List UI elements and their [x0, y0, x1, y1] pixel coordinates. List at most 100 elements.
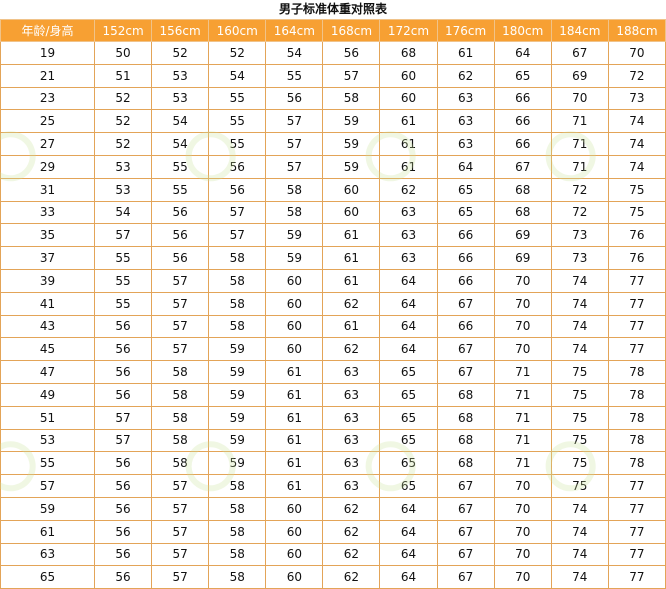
weight-cell: 64 [379, 519, 438, 544]
weight-cell: 70 [493, 542, 552, 567]
weight-cell: 60 [265, 496, 324, 521]
column-header-height: 172cm [379, 19, 438, 42]
column-header-height: 180cm [493, 19, 552, 42]
weight-cell: 55 [93, 268, 153, 293]
weight-cell: 61 [265, 474, 324, 498]
weight-cell: 74 [550, 291, 609, 316]
weight-cell: 61 [265, 451, 324, 476]
weight-cell: 77 [607, 519, 666, 544]
weight-cell: 60 [265, 268, 324, 293]
weight-cell: 70 [493, 565, 552, 589]
weight-cell: 60 [265, 314, 324, 339]
table-row: 65 56 57 58 60 62 64 67 70 74 77 [0, 565, 666, 589]
weight-cell: 58 [208, 542, 267, 567]
table-row: 41 55 57 58 60 62 64 67 70 74 77 [0, 291, 666, 316]
weight-cell: 56 [93, 337, 153, 362]
weight-cell: 56 [93, 565, 153, 589]
weight-cell: 71 [493, 360, 552, 384]
age-cell: 35 [0, 223, 95, 248]
weight-cell: 55 [93, 246, 153, 270]
weight-cell: 61 [379, 109, 438, 134]
age-cell: 47 [0, 360, 95, 384]
weight-cell: 69 [550, 63, 609, 88]
weight-cell: 77 [607, 565, 666, 589]
weight-cell: 67 [436, 496, 495, 521]
weight-cell: 60 [379, 86, 438, 111]
weight-cell: 70 [493, 291, 552, 316]
age-cell: 57 [0, 474, 95, 498]
weight-cell: 58 [208, 268, 267, 293]
weight-cell: 67 [436, 291, 495, 316]
weight-cell: 53 [151, 86, 210, 111]
weight-cell: 71 [493, 382, 552, 407]
weight-cell: 57 [151, 474, 210, 498]
weight-cell: 58 [208, 474, 267, 498]
age-cell: 59 [0, 496, 95, 521]
column-header-height: 184cm [550, 19, 609, 42]
weight-cell: 56 [93, 451, 153, 476]
weight-cell: 57 [265, 109, 324, 134]
weight-cell: 71 [493, 451, 552, 476]
table-row: 61 56 57 58 60 62 64 67 70 74 77 [0, 519, 666, 544]
weight-cell: 74 [550, 268, 609, 293]
weight-cell: 61 [265, 360, 324, 384]
weight-cell: 56 [93, 474, 153, 498]
weight-cell: 56 [151, 246, 210, 270]
weight-cell: 59 [208, 382, 267, 407]
age-cell: 25 [0, 109, 95, 134]
weight-cell: 74 [550, 519, 609, 544]
weight-cell: 70 [493, 314, 552, 339]
weight-cell: 61 [265, 382, 324, 407]
weight-cell: 59 [265, 246, 324, 270]
weight-cell: 77 [607, 314, 666, 339]
weight-cell: 56 [151, 200, 210, 225]
table-row: 39 55 57 58 60 61 64 66 70 74 77 [0, 268, 666, 293]
weight-cell: 66 [436, 268, 495, 293]
weight-cell: 54 [151, 109, 210, 134]
weight-cell: 56 [208, 177, 267, 202]
weight-cell: 63 [322, 360, 381, 384]
weight-cell: 63 [436, 86, 495, 111]
weight-cell: 58 [151, 451, 210, 476]
weight-cell: 65 [436, 200, 495, 225]
weight-cell: 57 [151, 565, 210, 589]
weight-cell: 74 [607, 132, 666, 156]
weight-cell: 75 [550, 474, 609, 498]
weight-cell: 57 [151, 268, 210, 293]
weight-cell: 76 [607, 246, 666, 270]
column-header-height: 168cm [322, 19, 381, 42]
table-row: 57 56 57 58 61 63 65 67 70 75 77 [0, 474, 666, 498]
age-cell: 19 [0, 41, 95, 65]
weight-cell: 63 [436, 132, 495, 156]
weight-cell: 57 [265, 132, 324, 156]
weight-cell: 65 [379, 451, 438, 476]
weight-cell: 54 [265, 41, 324, 65]
weight-cell: 64 [436, 154, 495, 179]
weight-cell: 60 [265, 291, 324, 316]
weight-cell: 51 [93, 63, 153, 88]
column-header-height: 176cm [436, 19, 495, 42]
weight-cell: 66 [493, 109, 552, 134]
age-cell: 21 [0, 63, 95, 88]
weight-cell: 71 [550, 154, 609, 179]
weight-cell: 59 [208, 405, 267, 430]
weight-cell: 59 [322, 132, 381, 156]
weight-cell: 70 [493, 337, 552, 362]
weight-cell: 57 [322, 63, 381, 88]
weight-cell: 55 [93, 291, 153, 316]
weight-cell: 75 [550, 428, 609, 453]
weight-cell: 72 [550, 177, 609, 202]
weight-cell: 61 [322, 314, 381, 339]
weight-cell: 57 [151, 542, 210, 567]
header-row: 年龄/身高 152cm 156cm 160cm 164cm 168cm 172cm 176cm… [0, 19, 666, 42]
weight-cell: 61 [379, 154, 438, 179]
table-row: 33 54 56 57 58 60 63 65 68 72 75 [0, 200, 666, 225]
weight-cell: 64 [379, 291, 438, 316]
weight-cell: 74 [607, 109, 666, 134]
table-row: 59 56 57 58 60 62 64 67 70 74 77 [0, 496, 666, 521]
weight-cell: 75 [550, 451, 609, 476]
age-cell: 31 [0, 177, 95, 202]
weight-cell: 55 [208, 132, 267, 156]
weight-cell: 69 [493, 223, 552, 248]
table-row: 31 53 55 56 58 60 62 65 68 72 75 [0, 177, 666, 202]
